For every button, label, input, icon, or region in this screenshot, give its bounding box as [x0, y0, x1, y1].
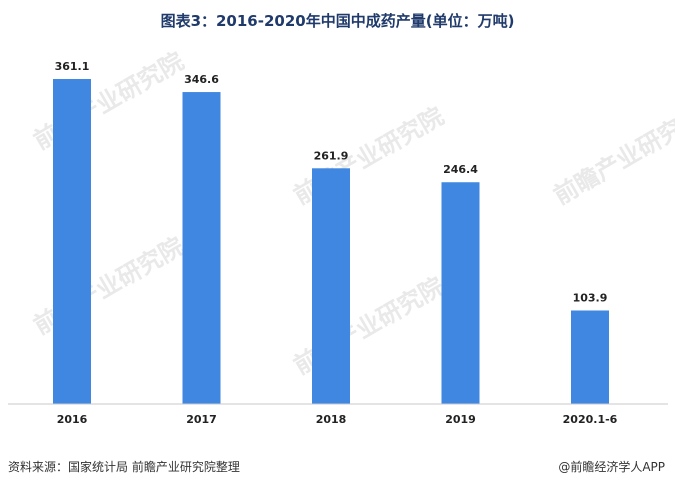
watermark-text: 前瞻产业研究院 [549, 102, 675, 210]
bar-2019 [441, 182, 480, 404]
x-tick-label-2016: 2016 [57, 413, 88, 426]
x-tick-labels-group: 2016 2017 2018 2019 2020.1-6 [57, 413, 618, 426]
value-label-2018: 261.9 [314, 149, 349, 162]
source-note: 资料来源：国家统计局 前瞻产业研究院整理 [8, 460, 240, 474]
chart-title: 图表3：2016-2020年中国中成药产量(单位：万吨) [160, 12, 515, 30]
value-labels-group: 361.1 346.6 261.9 246.4 103.9 [55, 60, 608, 304]
bar-2020.1-6 [571, 310, 609, 404]
watermark-text: 前瞻产业研究院 [29, 47, 188, 155]
x-tick-label-2020.1-6: 2020.1-6 [563, 413, 618, 426]
bar-2017 [182, 92, 221, 404]
x-tick-label-2017: 2017 [186, 413, 217, 426]
bar-2016 [53, 79, 91, 404]
value-label-2016: 361.1 [55, 60, 90, 73]
bars-group [53, 79, 609, 404]
value-label-2019: 246.4 [443, 163, 478, 176]
watermark-text: 前瞻产业研究院 [29, 232, 188, 340]
value-label-2020.1-6: 103.9 [573, 291, 608, 304]
bar-2018 [312, 168, 350, 404]
x-tick-label-2019: 2019 [445, 413, 476, 426]
credit-note: @前瞻经济学人APP [558, 460, 665, 474]
x-tick-label-2018: 2018 [316, 413, 347, 426]
value-label-2017: 346.6 [184, 73, 219, 86]
